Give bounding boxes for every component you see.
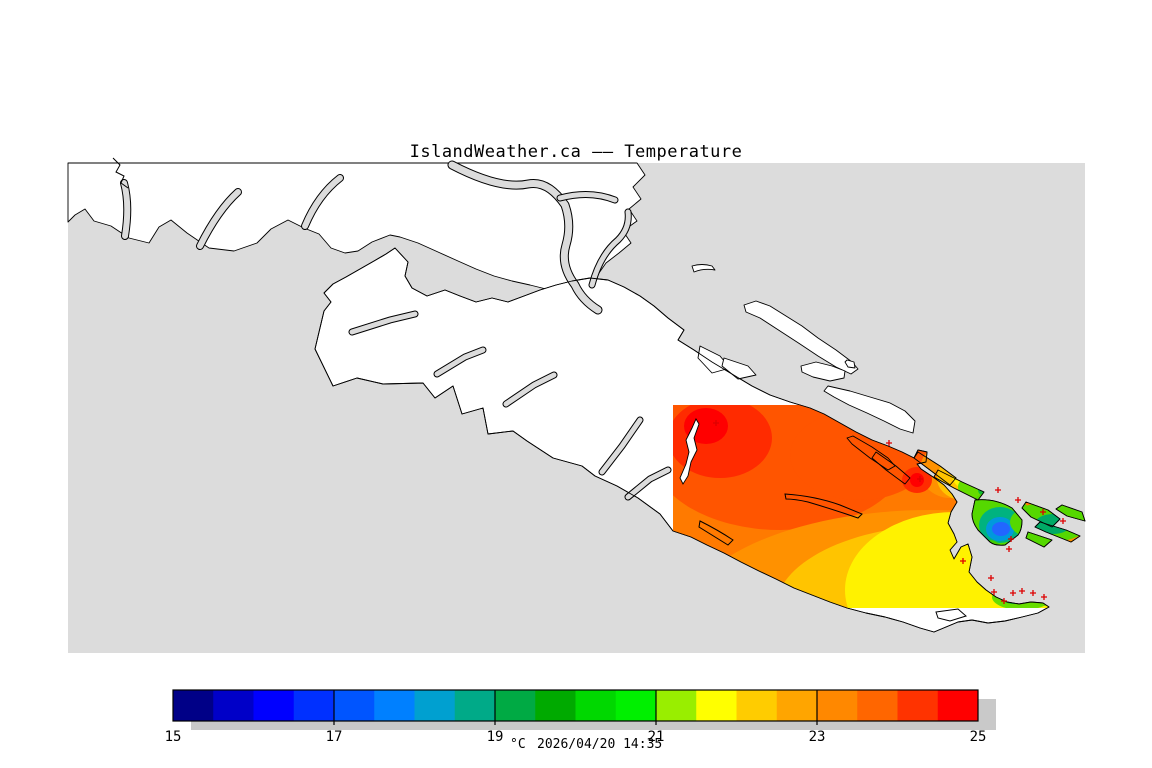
colorbar-tick-label: 19 <box>487 729 504 745</box>
lakes-group <box>112 157 968 622</box>
colorbar-cell <box>937 690 979 721</box>
colorbar-border <box>172 689 979 722</box>
hornby-island <box>721 357 757 380</box>
station-markers <box>713 420 1066 604</box>
cowichan-lake-outline <box>784 493 863 519</box>
texada-island <box>743 300 859 375</box>
station-marker-icon <box>1040 509 1046 515</box>
colorbar-ticks: 15 17 19 21 23 25 <box>165 690 987 745</box>
colorbar-cell <box>414 690 456 721</box>
colorbar-cell <box>173 690 214 721</box>
station-marker-icon <box>917 476 923 482</box>
colorbar-cell <box>334 690 375 721</box>
sooke-basin-outline <box>935 608 968 622</box>
station-marker-icon <box>1006 546 1012 552</box>
colorbar-cell <box>656 690 697 721</box>
colorbar-cell <box>374 690 415 721</box>
station-marker-icon <box>1001 598 1007 604</box>
colorbar-cell <box>857 690 898 721</box>
colorbar-cell <box>253 690 295 721</box>
colorbar-cell <box>293 690 335 721</box>
curved-islet <box>691 264 716 273</box>
colorbar-cell <box>535 690 576 721</box>
colorbar-tick-label: 15 <box>165 729 182 745</box>
tiny-islet <box>844 359 856 369</box>
land-group <box>67 162 1086 633</box>
station-marker-icon <box>1041 594 1047 600</box>
station-marker-icon <box>995 487 1001 493</box>
station-marker-icon <box>1030 590 1036 596</box>
station-marker-icon <box>991 589 997 595</box>
colorbar-cell <box>696 690 737 721</box>
inlet-channels <box>120 160 672 501</box>
colorbar: 15 17 19 21 23 25 °C 2026/04/20 14:35 <box>165 689 996 752</box>
colorbar-datetime: 2026/04/20 14:35 <box>537 737 662 752</box>
map-title: IslandWeather.ca –– Temperature <box>410 142 743 162</box>
sunshine-coast-landmass <box>823 385 916 434</box>
station-marker-icon <box>1019 588 1025 594</box>
colorbar-cell <box>736 690 778 721</box>
station-marker-icon <box>960 558 966 564</box>
colorbar-tick-label: 17 <box>326 729 343 745</box>
colorbar-cells <box>173 690 979 721</box>
station-marker-icon <box>1060 518 1066 524</box>
station-marker-icon <box>713 420 719 426</box>
river-squiggle <box>112 157 129 189</box>
lasqueti-island <box>800 361 846 382</box>
station-marker-icon <box>988 575 994 581</box>
colorbar-cell <box>817 690 858 721</box>
station-marker-icon <box>1015 497 1021 503</box>
colorbar-cell <box>495 690 536 721</box>
mainland-coast-landmass <box>67 162 646 292</box>
colorbar-units: °C <box>510 737 526 752</box>
nitinat-lake-outline <box>698 520 734 546</box>
colorbar-cell <box>575 690 617 721</box>
station-marker-icon <box>1010 590 1016 596</box>
inlet-lake <box>679 418 700 485</box>
colorbar-tick-label: 25 <box>970 729 987 745</box>
colorbar-cell <box>776 690 818 721</box>
colorbar-cell <box>615 690 657 721</box>
station-marker-icon <box>886 440 892 446</box>
colorbar-cell <box>454 690 496 721</box>
colorbar-cell <box>897 690 939 721</box>
colorbar-cell <box>213 690 254 721</box>
station-marker-icon <box>1008 536 1014 542</box>
colorbar-tick-label: 21 <box>648 729 665 745</box>
colorbar-tick-label: 23 <box>809 729 826 745</box>
